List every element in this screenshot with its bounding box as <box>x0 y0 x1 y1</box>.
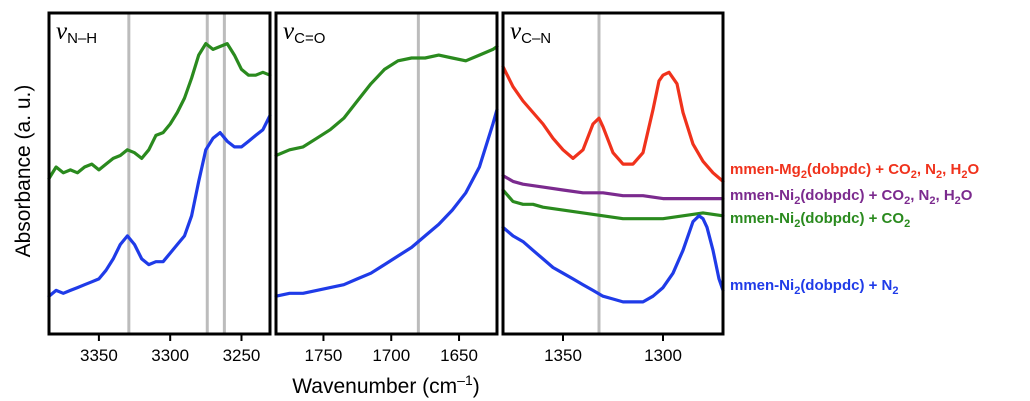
panel-3: 1350 1300 νC–N <box>501 11 725 365</box>
x-axis-title: Wavenumber (cm–1) <box>292 372 480 398</box>
panel-label: νC–N <box>510 18 551 47</box>
x-tick-label: 3350 <box>80 346 118 365</box>
y-axis-title: Absorbance (a. u.) <box>12 85 35 258</box>
spectrum-line-4 <box>501 214 725 304</box>
panel-frame <box>47 11 272 336</box>
x-tick-label: 3300 <box>151 346 189 365</box>
x-axis-title-close: ) <box>473 375 480 398</box>
panel-frame <box>501 11 725 336</box>
x-tick-label: 3250 <box>223 346 261 365</box>
x-axis-title-exponent: –1 <box>457 372 473 388</box>
spectrum-line-2 <box>501 174 725 201</box>
panel-label: νC=O <box>283 18 325 47</box>
legend-entry-3: mmen-Ni2(dobpdc) + CO2 <box>730 210 910 230</box>
spectrum-line-2 <box>274 108 499 298</box>
x-axis-title-main: Wavenumber (cm <box>292 375 457 398</box>
legend-entry-1: mmen-Mg2(dobpdc) + CO2, N2, H2O <box>730 161 979 181</box>
spectrum-line-3 <box>501 188 725 221</box>
panel-1: 3350 3300 3250 νN–H <box>47 11 272 365</box>
x-tick-label: 1750 <box>305 346 343 365</box>
legend-group: mmen-Mg2(dobpdc) + CO2, N2, H2O mmen-Ni2(… <box>730 161 979 297</box>
panel-frame <box>274 11 499 336</box>
x-tick-label: 1650 <box>440 346 478 365</box>
legend-entry-2: mmen-Ni2(dobpdc) + CO2, N2, H2O <box>730 187 973 207</box>
spectrum-line-1 <box>47 42 272 181</box>
spectrum-line-1 <box>501 65 725 183</box>
spectrum-line-2 <box>47 113 272 298</box>
x-tick-label: 1300 <box>644 346 682 365</box>
x-tick-label: 1350 <box>544 346 582 365</box>
panel-2: 1750 1700 1650 νC=O <box>274 11 499 365</box>
spectrum-line-1 <box>274 44 499 158</box>
x-tick-label: 1700 <box>372 346 410 365</box>
panel-label: νN–H <box>56 18 97 47</box>
panels-group: 3350 3300 3250 νN–H 1750 1700 1650 νC=O 1350 1300… <box>47 11 725 365</box>
legend-entry-4: mmen-Ni2(dobpdc) + N2 <box>730 277 899 297</box>
